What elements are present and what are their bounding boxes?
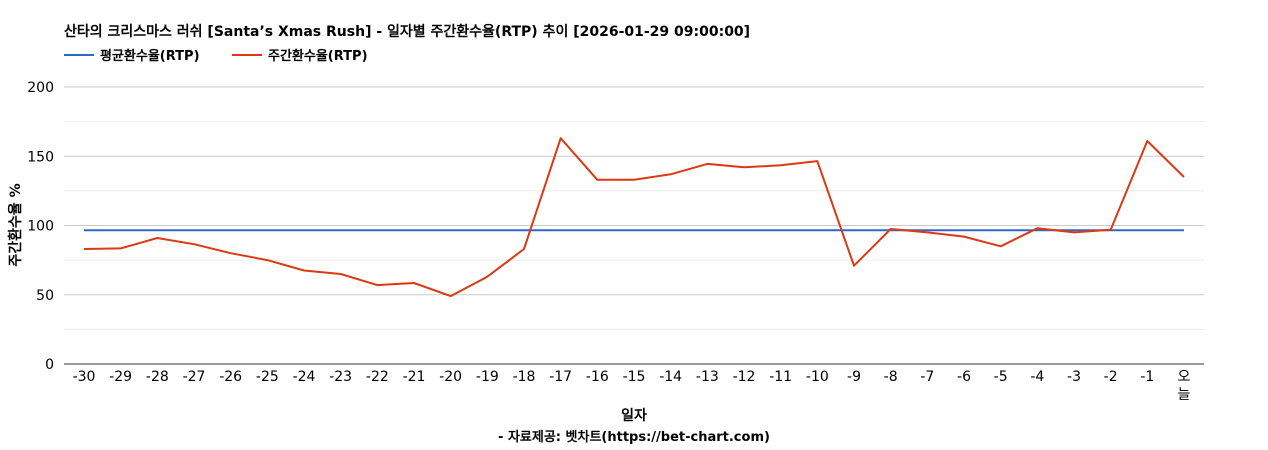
x-tick-label: -2	[1104, 369, 1118, 385]
x-tick-label: -20	[439, 369, 462, 385]
x-tick-label: -25	[256, 369, 279, 385]
x-tick-label: -26	[219, 369, 242, 385]
y-tick-label: 150	[27, 149, 54, 165]
y-axis-title: 주간환수율 %	[7, 183, 24, 266]
legend-label: 주간환수율(RTP)	[268, 48, 368, 64]
x-tick-label: -22	[366, 369, 389, 385]
x-tick-label: -14	[659, 369, 682, 385]
x-tick-label: -8	[884, 369, 898, 385]
y-tick-label: 0	[45, 357, 54, 373]
x-tick-label: -27	[183, 369, 206, 385]
x-tick-label: -24	[293, 369, 316, 385]
x-tick-label: -17	[549, 369, 572, 385]
chart-title: 산타의 크리스마스 러쉬 [Santa’s Xmas Rush] - 일자별 주…	[64, 23, 750, 40]
x-tick-label: -13	[696, 369, 719, 385]
x-tick-label: -9	[847, 369, 861, 385]
x-axis-title: 일자	[621, 408, 647, 424]
x-tick-label: -29	[109, 369, 132, 385]
x-tick-label: -19	[476, 369, 499, 385]
x-tick-label: -7	[920, 369, 934, 385]
y-axis-ticks: 0 50 100 150 200	[27, 80, 54, 373]
gridlines	[64, 86, 1204, 365]
x-tick-label: -5	[994, 369, 1008, 385]
x-tick-label: -11	[769, 369, 792, 385]
x-tick-label: -10	[806, 369, 829, 385]
x-tick-label: -6	[957, 369, 971, 385]
x-tick-label: -28	[146, 369, 169, 385]
x-tick-label: -30	[73, 369, 96, 385]
x-tick-label: -4	[1030, 369, 1044, 385]
legend: 평균환수율(RTP) 주간환수율(RTP)	[64, 48, 368, 64]
x-tick-label: -23	[329, 369, 352, 385]
legend-label: 평균환수율(RTP)	[100, 48, 200, 64]
x-tick-label: -15	[623, 369, 646, 385]
x-tick-label: -12	[733, 369, 756, 385]
x-tick-label: -18	[513, 369, 536, 385]
x-tick-label: -16	[586, 369, 609, 385]
y-tick-label: 50	[36, 288, 54, 304]
y-tick-label: 200	[27, 80, 54, 96]
weekly-rtp-line	[83, 137, 1185, 298]
y-tick-label: 100	[27, 219, 54, 235]
series-lines	[83, 137, 1185, 298]
source-credit: - 자료제공: 벳차트(https://bet-chart.com)	[498, 429, 770, 445]
x-tick-label: -3	[1067, 369, 1081, 385]
x-tick-label: -21	[403, 369, 426, 385]
x-axis-ticks: -30 -29 -28 -27 -26 -25 -24 -23 -22 -21 -20 -19 -18-…	[73, 369, 1191, 403]
x-tick-label: -1	[1140, 369, 1154, 385]
